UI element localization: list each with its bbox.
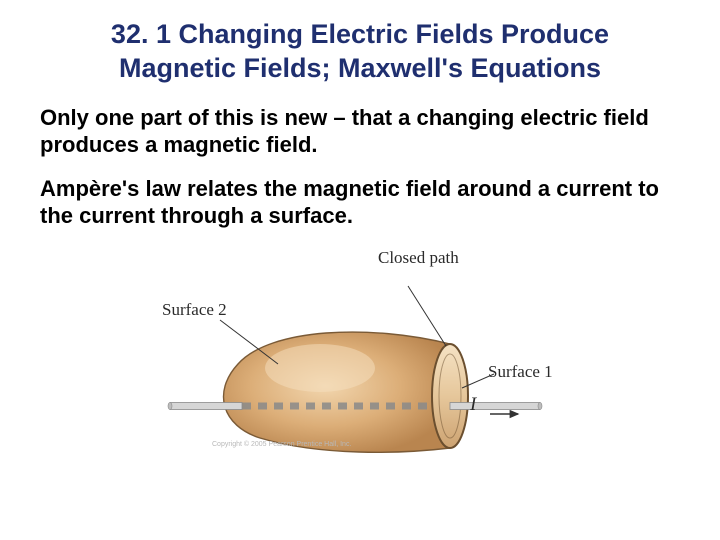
figure-container: Closed path Surface 2 Surface 1 I Copyri… [40,246,680,466]
paragraph-2: Ampère's law relates the magnetic field … [40,175,680,230]
figure-copyright: Copyright © 2005 Pearson Prentice Hall, … [212,441,351,448]
label-current: I [470,394,476,416]
amperes-law-figure: Closed path Surface 2 Surface 1 I Copyri… [150,246,570,466]
label-closed-path: Closed path [378,248,459,268]
figure-svg [150,246,570,466]
slide: 32. 1 Changing Electric Fields Produce M… [0,0,720,540]
label-surface-2: Surface 2 [162,300,227,320]
slide-title: 32. 1 Changing Electric Fields Produce M… [40,18,680,104]
paragraph-1: Only one part of this is new – that a ch… [40,104,680,159]
label-surface-1: Surface 1 [488,362,553,382]
